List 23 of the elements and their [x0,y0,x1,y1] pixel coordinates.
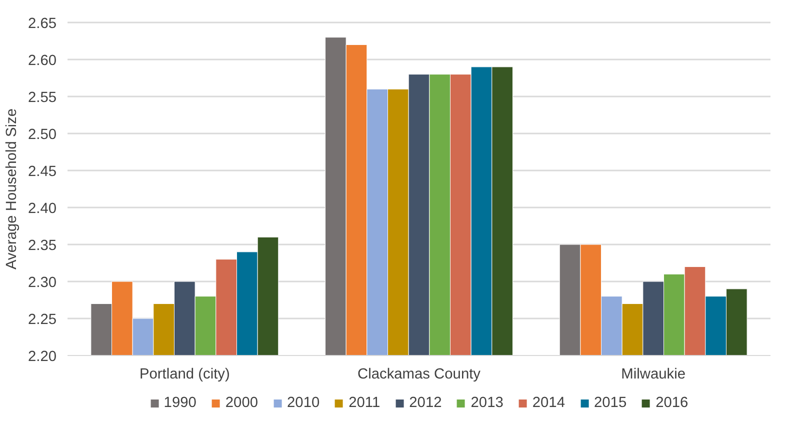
y-tick-label: 2.65 [28,16,57,32]
y-tick-label: 2.45 [28,164,57,180]
legend-label: 2000 [225,395,258,411]
y-tick-label: 2.60 [28,53,57,69]
legend-label: 2010 [287,395,320,411]
legend-label: 2011 [348,395,380,411]
y-tick-label: 2.20 [28,349,57,365]
x-tick-label: Portland (city) [139,366,230,382]
y-tick-label: 2.35 [28,238,57,254]
legend-label: 1990 [164,395,196,411]
legend-label: 2012 [409,395,442,411]
legend-label: 2013 [470,395,504,411]
y-tick-label: 2.50 [28,127,57,143]
x-tick-label: Clackamas County [358,366,482,382]
y-tick-label: 2.30 [28,275,57,291]
x-tick-label: Milwaukie [621,366,686,382]
y-tick-label: 2.40 [28,201,57,217]
y-tick-label: 2.25 [28,312,57,328]
legend-label: 2016 [656,395,688,411]
y-axis-title: Average Household Size [4,108,20,270]
y-tick-label: 2.55 [28,90,57,106]
legend-label: 2015 [594,395,627,411]
legend-label: 2014 [532,395,565,411]
